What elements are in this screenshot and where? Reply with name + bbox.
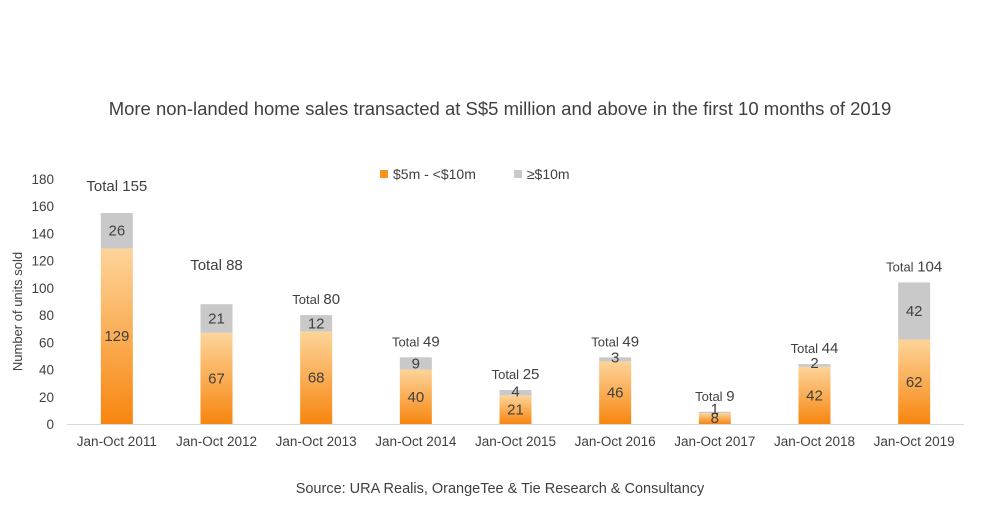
legend-swatch-series-2	[513, 170, 522, 178]
y-tick-label: 40	[39, 363, 54, 378]
y-tick-label: 160	[31, 199, 54, 214]
y-tick-label: 0	[46, 417, 54, 432]
data-label-5m-10m: 68	[308, 370, 325, 387]
data-label-5m-10m: 46	[607, 385, 624, 402]
legend-swatch-series-1	[380, 170, 388, 178]
bar-segment-5m-10m	[898, 339, 931, 424]
bar-segment-10m-plus	[798, 364, 831, 367]
data-label-5m-10m: 8	[711, 410, 719, 427]
bar-segment-5m-10m	[300, 331, 333, 424]
x-tick-label: Jan-Oct 2017	[674, 434, 755, 449]
data-label-5m-10m: 62	[906, 374, 923, 391]
data-label-10m-plus: 12	[308, 315, 325, 332]
x-tick-label: Jan-Oct 2013	[276, 434, 357, 449]
data-label-5m-10m: 42	[806, 387, 823, 404]
y-tick-label: 60	[39, 335, 54, 350]
legend-item-series-2: ≥$10m	[513, 166, 570, 182]
chart-legend: $5m - <$10m ≥$10m	[380, 166, 570, 182]
x-tick-label: Jan-Oct 2012	[176, 434, 257, 449]
total-label: Total 80	[292, 291, 340, 308]
total-label: Total 104	[886, 258, 942, 275]
bar-segment-5m-10m	[499, 395, 532, 424]
x-tick-label: Jan-Oct 2019	[874, 434, 955, 449]
x-tick-label: Jan-Oct 2011	[77, 434, 157, 449]
bar-segment-10m-plus	[599, 357, 632, 362]
legend-label-series-1: $5m - <$10m	[393, 166, 476, 182]
bar-segment-10m-plus	[499, 389, 532, 396]
y-tick-label: 140	[31, 226, 54, 241]
data-label-5m-10m: 67	[208, 370, 225, 387]
total-label: Total 49	[591, 333, 639, 350]
data-label-10m-plus: 2	[810, 355, 818, 372]
y-axis-label: Number of units sold	[10, 252, 25, 371]
bar-segment-10m-plus	[100, 213, 133, 249]
y-tick-label: 20	[39, 390, 54, 405]
bar-segment-5m-10m	[100, 248, 133, 424]
total-label: Total 49	[392, 333, 440, 350]
y-tick-label: 80	[39, 308, 54, 323]
total-label: Total 25	[492, 366, 540, 383]
bar-segment-5m-10m	[399, 369, 432, 424]
total-label: Total 44	[791, 340, 839, 357]
bar-segment-10m-plus	[698, 411, 731, 414]
data-label-5m-10m: 40	[407, 389, 424, 406]
y-tick-label: 100	[31, 281, 54, 296]
chart-title: More non-landed home sales transacted at…	[108, 98, 892, 119]
x-tick-label: Jan-Oct 2015	[475, 434, 556, 449]
data-label-10m-plus: 1	[711, 401, 719, 418]
data-label-5m-10m: 21	[507, 402, 524, 419]
data-label-10m-plus: 21	[208, 311, 225, 328]
chart-source: Source: URA Realis, OrangeTee & Tie Rese…	[295, 481, 705, 497]
x-tick-label: Jan-Oct 2014	[375, 434, 457, 449]
legend-label-series-2: ≥$10m	[526, 166, 570, 182]
bar-segment-5m-10m	[200, 332, 233, 424]
x-tick-label: Jan-Oct 2018	[774, 434, 855, 449]
data-label-10m-plus: 26	[108, 223, 125, 240]
bar-segment-5m-10m	[698, 413, 731, 424]
data-label-10m-plus: 3	[611, 349, 619, 366]
data-label-10m-plus: 9	[412, 355, 420, 372]
x-tick-label: Jan-Oct 2016	[575, 434, 656, 449]
data-label-5m-10m: 129	[104, 328, 129, 345]
y-tick-label: 180	[31, 172, 54, 187]
bar-segment-5m-10m	[599, 361, 632, 424]
bar-segment-10m-plus	[200, 304, 233, 333]
bar-segment-10m-plus	[399, 357, 432, 370]
total-label: Total 9	[695, 388, 734, 405]
data-label-10m-plus: 42	[906, 303, 923, 320]
y-tick-label: 120	[31, 254, 54, 269]
legend-item-series-1: $5m - <$10m	[380, 166, 476, 182]
total-label: Total 155	[86, 178, 147, 195]
data-label-10m-plus: 4	[511, 383, 519, 400]
bar-segment-10m-plus	[300, 315, 333, 332]
total-label: Total 88	[190, 257, 243, 274]
bar-segment-5m-10m	[798, 366, 831, 424]
bar-segment-10m-plus	[898, 282, 931, 340]
